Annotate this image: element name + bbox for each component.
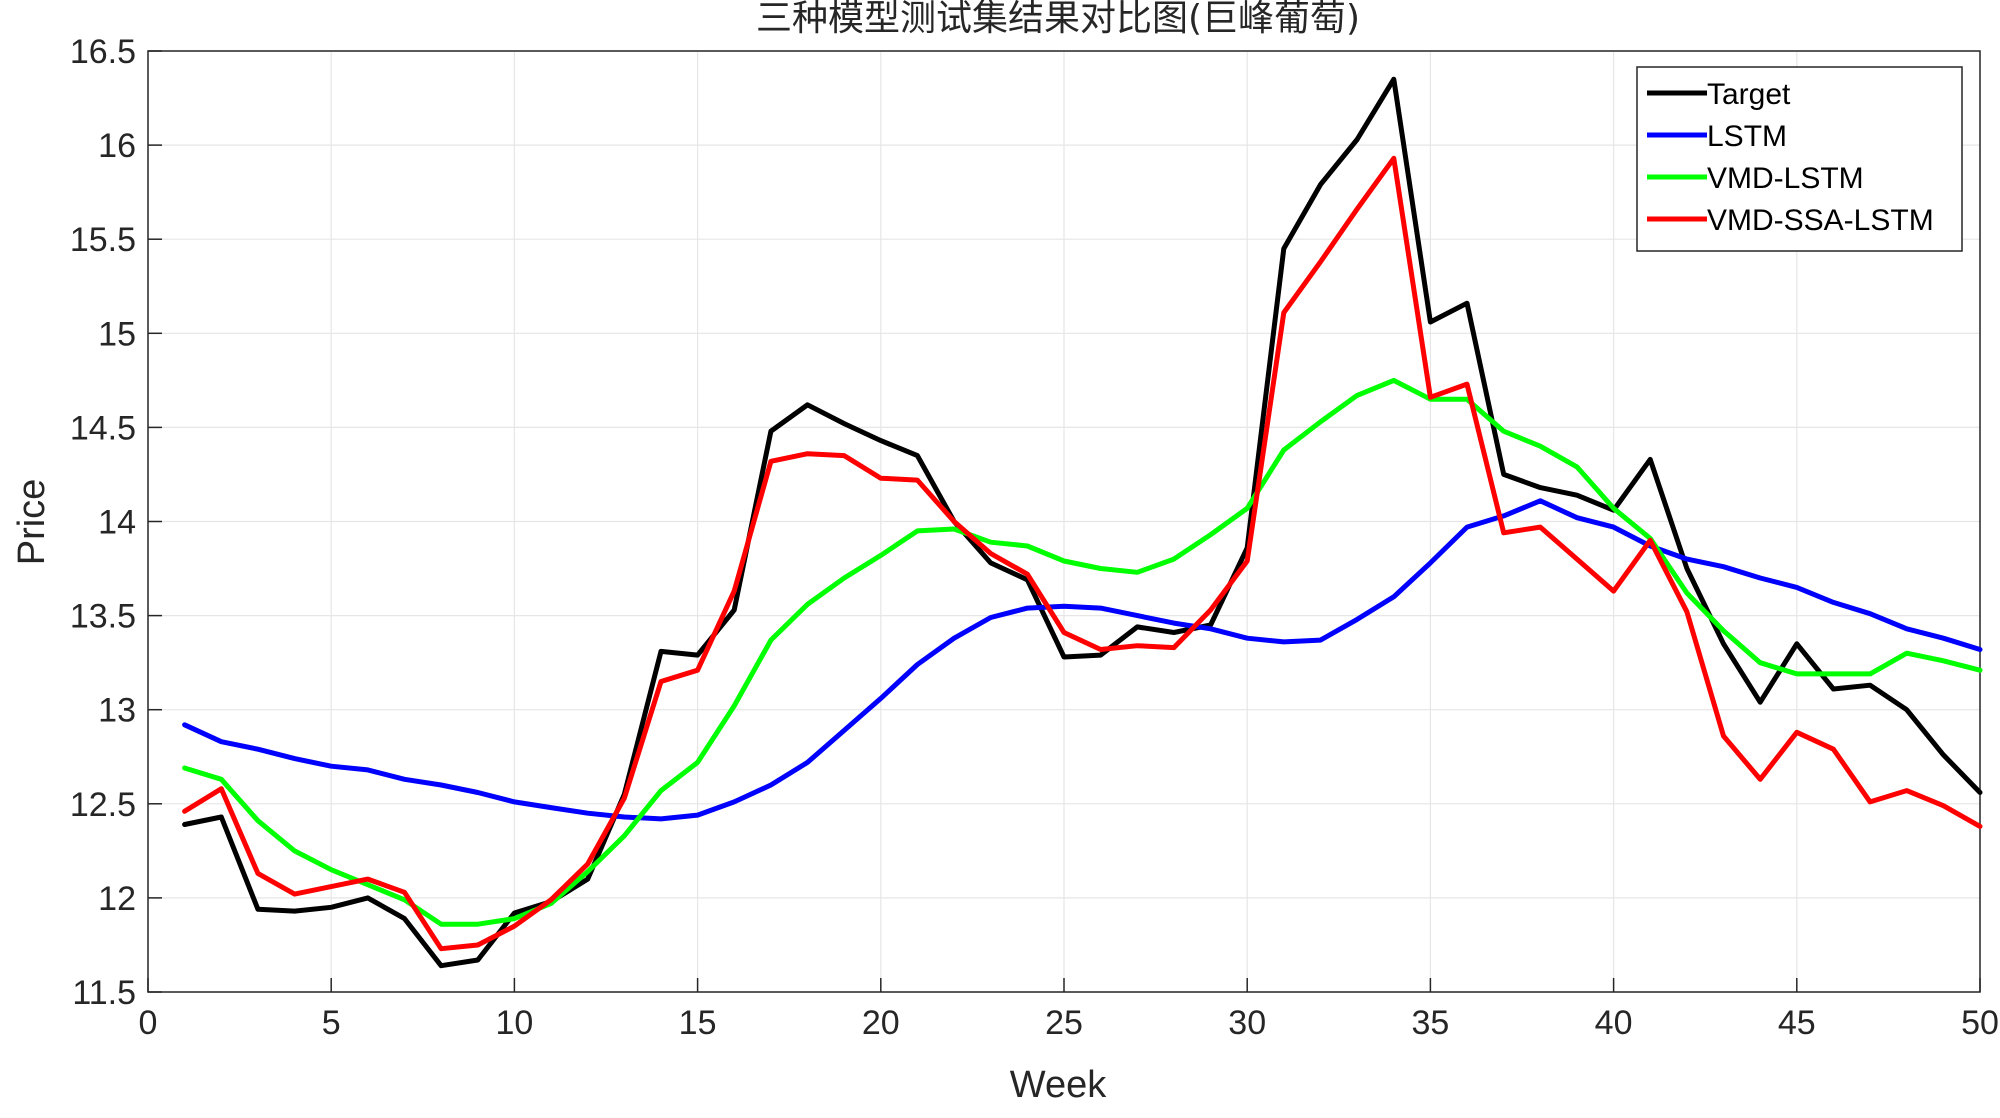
x-axis-label: Week (1010, 1064, 1107, 1106)
x-tick-label: 35 (1411, 1004, 1449, 1042)
y-tick-label: 15.5 (70, 221, 136, 259)
y-tick-label: 16.5 (70, 33, 136, 71)
x-tick-label: 25 (1045, 1004, 1083, 1042)
y-tick-label: 16 (98, 127, 136, 165)
y-tick-label: 12 (98, 880, 136, 918)
legend-label: VMD-SSA-LSTM (1707, 204, 1934, 237)
x-tick-label: 20 (862, 1004, 900, 1042)
x-tick-label: 40 (1595, 1004, 1633, 1042)
y-tick-label: 13.5 (70, 598, 136, 636)
series-line-vmd-ssa-lstm (182, 155, 1983, 952)
x-tick-label: 50 (1961, 1004, 1999, 1042)
y-tick-label: 13 (98, 692, 136, 730)
axis-ticks: 0 5 10 15 20 25 30 35 40 45 50 11.5 12 12.5 13 13.5 14 14… (70, 33, 1999, 1042)
y-tick-label: 12.5 (70, 786, 136, 824)
y-tick-label: 14 (98, 504, 136, 542)
y-tick-label: 11.5 (72, 974, 136, 1012)
x-tick-label: 30 (1228, 1004, 1266, 1042)
x-tick-label: 0 (139, 1004, 158, 1042)
x-tick-label: 10 (495, 1004, 533, 1042)
series-lines (182, 76, 1983, 969)
legend-label: Target (1707, 78, 1791, 111)
y-tick-label: 15 (98, 315, 136, 353)
x-tick-label: 5 (322, 1004, 341, 1042)
chart-title: 三种模型测试集结果对比图(巨峰葡萄) (756, 0, 1360, 39)
series-line-vmd-lstm (182, 377, 1983, 927)
series-line-lstm (182, 498, 1983, 822)
x-tick-label: 15 (679, 1004, 717, 1042)
legend-label: VMD-LSTM (1707, 162, 1864, 195)
legend: Target LSTM VMD-LSTM VMD-SSA-LSTM (1636, 66, 1963, 252)
legend-box (1636, 66, 1963, 252)
series-line-target (182, 76, 1983, 969)
y-tick-label: 14.5 (70, 409, 136, 447)
legend-label: LSTM (1707, 120, 1787, 153)
y-axis-label: Price (11, 479, 53, 566)
x-tick-label: 45 (1778, 1004, 1816, 1042)
